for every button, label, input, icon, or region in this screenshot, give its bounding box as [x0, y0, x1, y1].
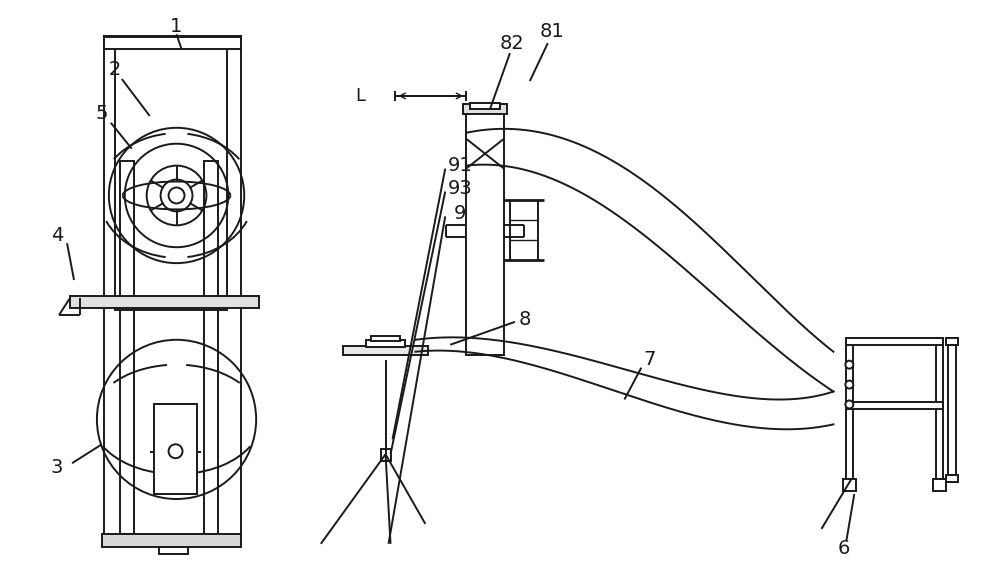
Bar [366, 340, 405, 347]
Bar [846, 340, 853, 479]
Bar [371, 336, 400, 341]
Bar [381, 449, 391, 461]
Bar [946, 475, 958, 482]
Bar [120, 161, 134, 534]
Bar [846, 338, 943, 345]
Bar [70, 296, 259, 308]
Bar [154, 404, 197, 494]
Text: 9: 9 [454, 204, 466, 223]
Bar [104, 36, 241, 544]
Bar [946, 338, 958, 345]
Bar [463, 104, 507, 114]
Bar [343, 346, 428, 355]
Circle shape [169, 444, 183, 458]
Text: 6: 6 [837, 539, 850, 558]
Bar [846, 403, 943, 410]
Text: 91: 91 [448, 156, 473, 175]
Text: 3: 3 [51, 458, 63, 477]
Text: 82: 82 [500, 33, 524, 53]
Text: 7: 7 [643, 350, 655, 369]
Bar [159, 547, 188, 554]
Bar [948, 340, 956, 482]
Circle shape [845, 400, 853, 409]
Circle shape [169, 187, 185, 204]
Bar [470, 103, 500, 109]
Text: 8: 8 [519, 311, 531, 329]
Text: 5: 5 [96, 104, 108, 123]
Bar [115, 41, 227, 310]
Circle shape [845, 360, 853, 369]
Bar [104, 37, 241, 49]
Bar [933, 479, 946, 491]
Text: 2: 2 [109, 59, 121, 79]
Text: L: L [356, 87, 366, 105]
Bar [204, 161, 218, 534]
Bar [936, 340, 943, 479]
Text: 93: 93 [448, 179, 473, 198]
Text: 81: 81 [539, 22, 564, 41]
Text: 1: 1 [170, 17, 183, 36]
Bar [843, 479, 856, 491]
Circle shape [845, 380, 853, 389]
Text: 4: 4 [51, 226, 63, 245]
Bar [466, 111, 504, 355]
Bar [102, 534, 241, 547]
